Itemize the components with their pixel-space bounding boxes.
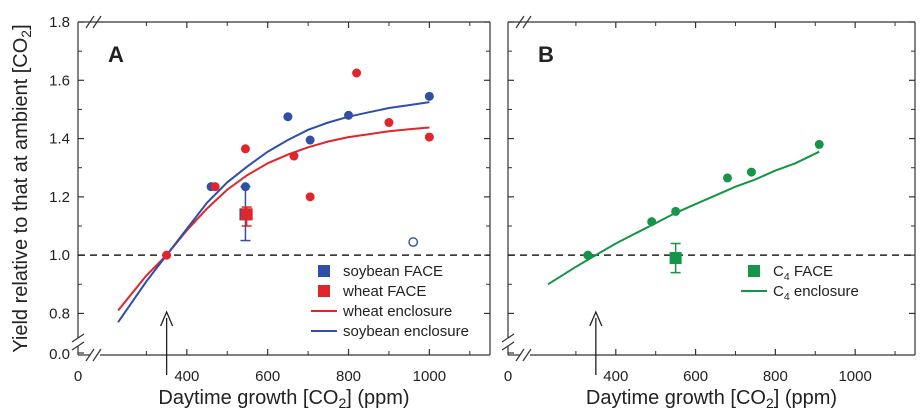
- data-point: [583, 250, 593, 260]
- data-point: [384, 118, 394, 128]
- x-tick-label: 1000: [413, 368, 446, 385]
- data-point: [289, 151, 299, 161]
- series-line: [547, 150, 820, 286]
- y-tick-label: 1.6: [49, 72, 70, 89]
- x-tick-label: 800: [336, 368, 361, 385]
- y-break-mark: [71, 333, 85, 343]
- legend-label: C4​ enclosure: [773, 283, 859, 303]
- face-square: [240, 208, 253, 221]
- x-tick-label: 600: [255, 368, 280, 385]
- data-point: [162, 250, 172, 260]
- x-tick-label: 0: [504, 368, 512, 385]
- data-point: [352, 68, 362, 78]
- legend-marker: [748, 265, 760, 277]
- data-point: [344, 110, 354, 120]
- y-tick-label: 0.8: [49, 305, 70, 322]
- x-tick-label: 0: [74, 368, 82, 385]
- panel-letter: B: [538, 42, 554, 67]
- y-break-mark: [501, 341, 515, 351]
- y-break-mark: [501, 333, 515, 343]
- data-point: [722, 173, 732, 183]
- data-point: [746, 167, 756, 177]
- face-square: [669, 252, 682, 265]
- legend-label: soybean FACE: [343, 263, 443, 280]
- x-tick-label: 1000: [838, 368, 871, 385]
- x-axis-title: Daytime growth [CO2​] (ppm): [158, 387, 409, 410]
- legend-marker: [318, 265, 330, 277]
- legend: [311, 265, 337, 332]
- panel-B: [501, 15, 916, 375]
- panel-letter: A: [108, 42, 124, 67]
- y-axis-title: Yield relative to that at ambient [CO2​]: [10, 24, 34, 352]
- data-point-open: [408, 237, 419, 247]
- y-tick-label: 1.0: [49, 247, 70, 264]
- data-point: [240, 144, 250, 154]
- x-break-mark: [85, 348, 95, 362]
- data-point: [424, 91, 434, 101]
- x-break-mark-top: [515, 15, 525, 29]
- series-line: [117, 101, 430, 323]
- legend-label: wheat enclosure: [342, 303, 452, 320]
- panel-A: [71, 15, 491, 375]
- arrow-head: [160, 310, 174, 327]
- data-point: [671, 206, 681, 216]
- data-point: [305, 192, 315, 202]
- y-break-mark: [71, 341, 85, 351]
- data-point: [210, 182, 220, 192]
- arrow-head: [589, 310, 603, 327]
- y-tick-label: 1.4: [49, 131, 70, 148]
- x-break-mark-top: [522, 15, 532, 29]
- data-point: [647, 217, 657, 227]
- x-break-mark: [92, 348, 102, 362]
- data-point: [814, 139, 824, 149]
- x-tick-label: 400: [174, 368, 199, 385]
- y-tick-label: 0.0: [49, 346, 70, 363]
- x-tick-label: 400: [603, 368, 628, 385]
- data-point: [424, 132, 434, 142]
- legend-label: C4​ FACE: [773, 263, 833, 283]
- x-break-mark: [515, 348, 525, 362]
- legend: [741, 265, 767, 292]
- x-break-mark-top: [85, 15, 95, 29]
- legend-label: soybean enclosure: [343, 323, 469, 340]
- x-tick-label: 800: [763, 368, 788, 385]
- x-tick-label: 600: [683, 368, 708, 385]
- data-point: [283, 112, 293, 122]
- data-point: [305, 135, 315, 145]
- y-tick-label: 1.2: [49, 189, 70, 206]
- y-tick-label: 1.8: [49, 14, 70, 31]
- x-axis-title: Daytime growth [CO2​] (ppm): [586, 387, 837, 410]
- legend-marker: [318, 285, 330, 297]
- x-break-mark: [522, 348, 532, 362]
- legend-label: wheat FACE: [342, 283, 426, 300]
- x-break-mark-top: [92, 15, 102, 29]
